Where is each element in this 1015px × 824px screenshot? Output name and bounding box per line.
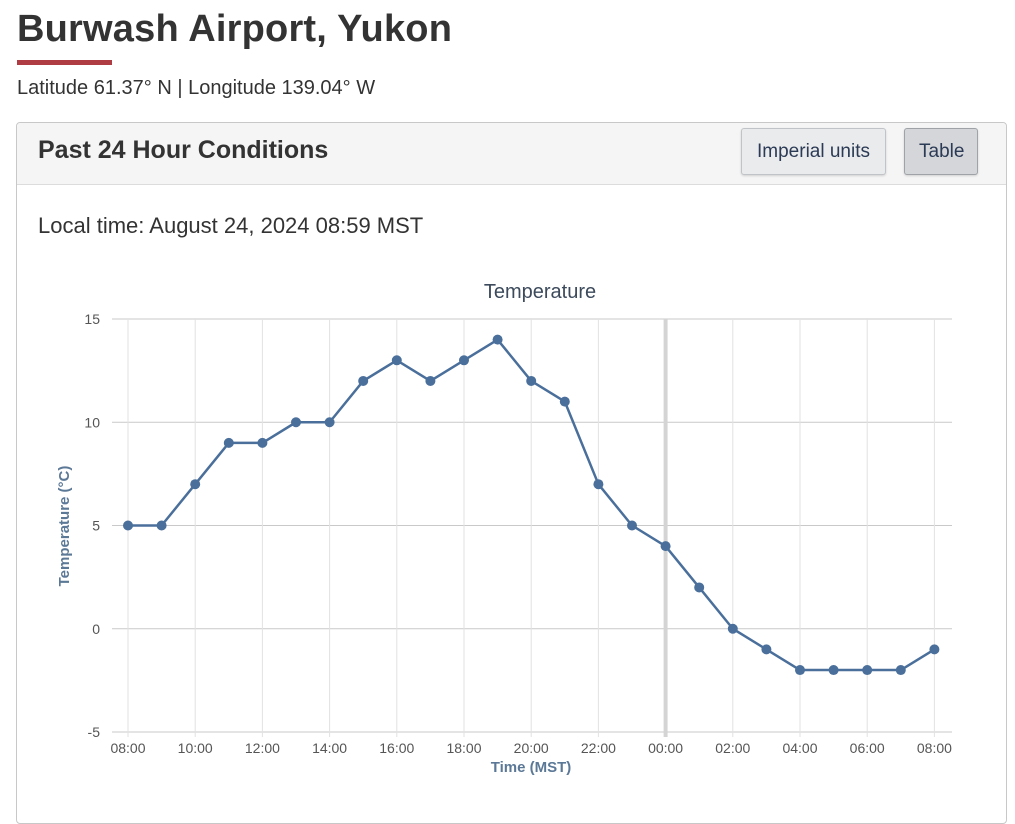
- data-point: [324, 417, 335, 428]
- y-tick-label: 0: [92, 621, 100, 637]
- x-tick-label: 04:00: [782, 740, 817, 756]
- data-point: [391, 355, 402, 366]
- page-title: Burwash Airport, Yukon: [17, 8, 453, 50]
- data-point: [929, 644, 940, 655]
- table-button[interactable]: Table: [904, 128, 978, 175]
- x-tick-label: 22:00: [581, 740, 616, 756]
- data-point: [291, 417, 301, 428]
- x-axis-label: Time (MST): [491, 759, 572, 776]
- x-tick-label: 06:00: [850, 740, 885, 756]
- x-tick-label: 12:00: [245, 740, 280, 756]
- x-tick-label: 08:00: [110, 740, 145, 756]
- panel-header: Past 24 Hour Conditions Imperial units T…: [17, 123, 1006, 185]
- panel-title: Past 24 Hour Conditions: [38, 136, 329, 164]
- x-tick-label: 10:00: [178, 740, 213, 756]
- y-axis-label: Temperature (°C): [56, 466, 73, 587]
- data-point: [828, 665, 839, 676]
- data-point: [123, 520, 133, 531]
- data-point: [223, 437, 234, 448]
- coordinates-text: Latitude 61.37° N | Longitude 139.04° W: [17, 77, 376, 99]
- data-point: [761, 644, 772, 655]
- x-tick-label: 02:00: [715, 740, 750, 756]
- data-point: [257, 437, 268, 448]
- data-point: [559, 396, 570, 407]
- conditions-panel: Past 24 Hour Conditions Imperial units T…: [16, 122, 1007, 824]
- y-tick-label: 10: [84, 414, 100, 430]
- data-point: [459, 355, 469, 366]
- x-tick-label: 16:00: [379, 740, 414, 756]
- imperial-units-button[interactable]: Imperial units: [741, 128, 886, 175]
- y-tick-label: -5: [88, 724, 101, 740]
- data-point: [190, 479, 201, 490]
- data-point: [492, 334, 503, 345]
- data-point: [862, 665, 873, 676]
- y-tick-label: 15: [84, 311, 100, 327]
- data-point: [358, 375, 369, 386]
- title-underline: [17, 60, 112, 65]
- data-point: [795, 665, 805, 676]
- data-point: [593, 479, 604, 490]
- data-point: [627, 520, 637, 531]
- x-tick-label: 18:00: [446, 740, 481, 756]
- data-point: [156, 520, 167, 531]
- data-point: [526, 375, 537, 386]
- chart-title: Temperature: [484, 281, 596, 303]
- y-tick-label: 5: [92, 518, 100, 534]
- x-tick-label: 00:00: [648, 740, 683, 756]
- data-point: [660, 541, 671, 552]
- local-time-text: Local time: August 24, 2024 08:59 MST: [38, 213, 424, 238]
- x-tick-label: 14:00: [312, 740, 347, 756]
- data-point: [425, 375, 436, 386]
- x-tick-label: 20:00: [514, 740, 549, 756]
- x-tick-label: 08:00: [917, 740, 952, 756]
- data-point: [694, 582, 705, 593]
- data-point: [727, 623, 738, 634]
- data-point: [895, 665, 906, 676]
- temperature-chart: Temperature Time (MST) Temperature (°C) …: [56, 281, 952, 776]
